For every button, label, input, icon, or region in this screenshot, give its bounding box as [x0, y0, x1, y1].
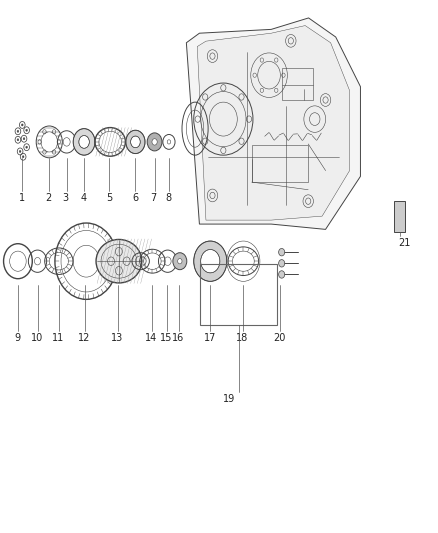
- Circle shape: [178, 259, 182, 264]
- Text: 5: 5: [106, 192, 113, 203]
- Circle shape: [26, 146, 28, 148]
- Ellipse shape: [96, 239, 142, 283]
- Circle shape: [279, 271, 285, 278]
- Text: 3: 3: [63, 192, 69, 203]
- Text: 13: 13: [111, 333, 123, 343]
- Circle shape: [19, 150, 21, 152]
- Polygon shape: [186, 18, 360, 229]
- Circle shape: [22, 156, 24, 158]
- Text: 21: 21: [398, 238, 410, 248]
- Wedge shape: [73, 128, 95, 155]
- Circle shape: [17, 139, 19, 141]
- Text: 17: 17: [204, 333, 216, 343]
- Text: 6: 6: [132, 192, 138, 203]
- Circle shape: [17, 130, 19, 132]
- Circle shape: [152, 139, 157, 145]
- Wedge shape: [126, 130, 145, 154]
- Circle shape: [26, 129, 28, 131]
- Polygon shape: [197, 26, 350, 220]
- Text: 18: 18: [236, 333, 248, 343]
- Text: 10: 10: [31, 333, 43, 343]
- Circle shape: [147, 133, 162, 151]
- Text: 15: 15: [160, 333, 173, 343]
- Text: 7: 7: [151, 192, 157, 203]
- Bar: [252, 145, 308, 182]
- Bar: [394, 201, 405, 232]
- Text: 9: 9: [14, 333, 20, 343]
- Circle shape: [279, 248, 285, 256]
- Bar: [282, 68, 313, 100]
- Text: 8: 8: [166, 192, 172, 203]
- Wedge shape: [194, 241, 227, 281]
- Text: 11: 11: [52, 333, 64, 343]
- Circle shape: [279, 260, 285, 267]
- Text: 2: 2: [45, 192, 52, 203]
- Text: 14: 14: [145, 333, 157, 343]
- Text: 4: 4: [80, 192, 86, 203]
- Circle shape: [21, 124, 23, 126]
- Circle shape: [173, 253, 187, 270]
- Text: 16: 16: [173, 333, 185, 343]
- Text: 12: 12: [78, 333, 90, 343]
- Text: 19: 19: [223, 394, 235, 404]
- Text: 1: 1: [19, 192, 25, 203]
- Text: 20: 20: [273, 333, 285, 343]
- Circle shape: [23, 138, 25, 140]
- Bar: [200, 264, 277, 325]
